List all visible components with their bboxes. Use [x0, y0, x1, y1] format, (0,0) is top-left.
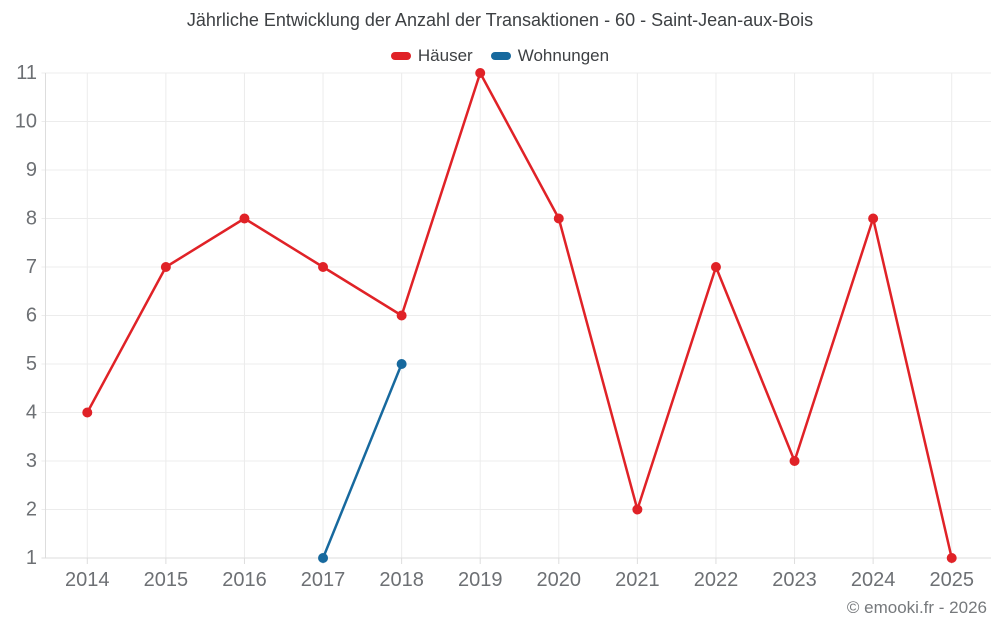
x-tick-label: 2025: [929, 569, 974, 591]
legend-label: Häuser: [417, 46, 473, 65]
x-tick-label: 2016: [222, 569, 267, 591]
legend-label: Wohnungen: [517, 46, 610, 65]
data-point-h-user-2024[interactable]: [868, 213, 879, 224]
y-tick-label: 10: [15, 111, 37, 133]
y-tick-label: 3: [26, 450, 37, 472]
data-point-h-user-2019[interactable]: [475, 68, 486, 78]
data-point-h-user-2025[interactable]: [946, 553, 957, 563]
data-point-h-user-2022[interactable]: [710, 262, 721, 272]
legend-swatch-icon: [390, 52, 411, 60]
data-point-wohnungen-2017[interactable]: [318, 553, 329, 563]
x-tick-label: 2019: [458, 569, 503, 591]
y-tick-label: 7: [26, 256, 37, 278]
data-point-wohnungen-2018[interactable]: [396, 359, 407, 369]
y-tick-label: 9: [26, 159, 37, 181]
x-tick-label: 2017: [301, 569, 346, 591]
data-point-h-user-2018[interactable]: [396, 310, 407, 321]
y-tick-label: 11: [16, 62, 37, 84]
series-line-h-user: [86, 71, 953, 559]
legend-swatch-icon: [490, 52, 511, 60]
legend: Häuser Wohnungen: [0, 46, 1000, 66]
x-tick-label: 2018: [379, 569, 424, 591]
data-point-h-user-2020[interactable]: [553, 213, 564, 224]
y-tick-label: 5: [26, 353, 37, 375]
x-tick-label: 2022: [694, 569, 739, 591]
x-tick-label: 2024: [851, 569, 896, 591]
legend-item-wohnungen[interactable]: Wohnungen: [490, 46, 610, 66]
data-point-h-user-2015[interactable]: [160, 262, 171, 272]
y-tick-label: 8: [26, 208, 37, 230]
data-point-h-user-2017[interactable]: [318, 262, 329, 272]
data-point-h-user-2021[interactable]: [632, 504, 643, 515]
data-point-h-user-2014[interactable]: [82, 407, 93, 418]
x-tick-label: 2021: [615, 569, 660, 591]
x-tick-label: 2020: [537, 569, 582, 591]
x-tick-label: 2014: [65, 569, 110, 591]
credit-text: © emooki.fr - 2026: [846, 598, 987, 617]
series-line-wohnungen: [321, 363, 403, 559]
chart-title: Jährliche Entwicklung der Anzahl der Tra…: [186, 10, 814, 30]
x-tick-label: 2023: [772, 569, 817, 591]
y-tick-label: 6: [26, 305, 37, 327]
x-tick-label: 2015: [144, 569, 189, 591]
y-tick-label: 4: [26, 402, 37, 424]
y-tick-label: 1: [26, 547, 37, 569]
y-tick-label: 2: [26, 499, 37, 521]
data-point-h-user-2023[interactable]: [789, 456, 800, 466]
legend-item-h-user[interactable]: Häuser: [390, 46, 473, 66]
data-point-h-user-2016[interactable]: [239, 213, 250, 224]
